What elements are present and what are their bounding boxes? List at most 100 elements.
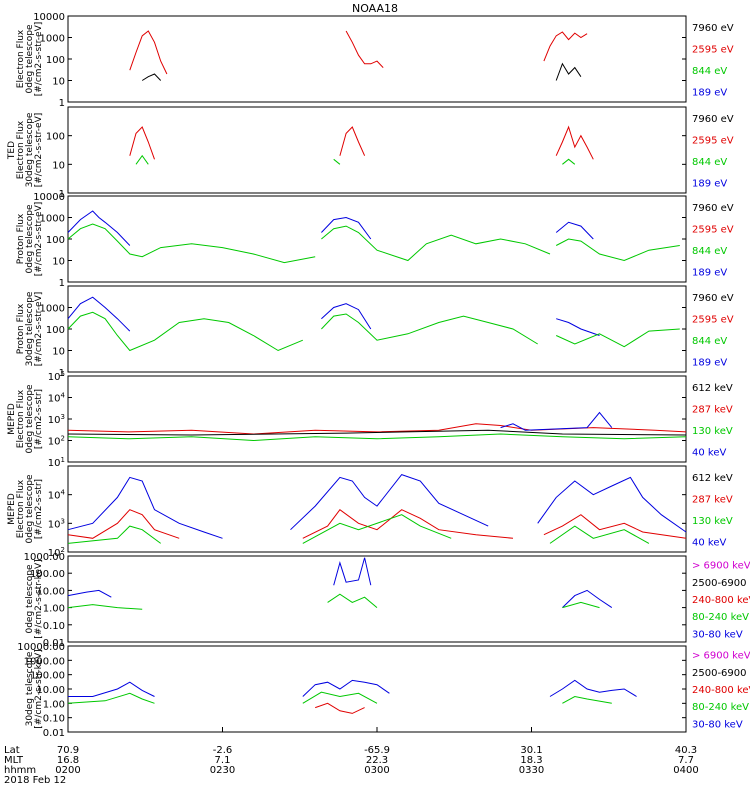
y-tick-label: 100 <box>46 132 65 143</box>
series-line <box>315 702 365 714</box>
series-line <box>562 158 576 165</box>
legend-entry: 130 keV <box>692 426 733 437</box>
series-line <box>327 593 378 608</box>
panel-8: 0.010.101.0010.00100.001000.0010000.0030… <box>17 642 750 739</box>
y-tick-label: 1000 <box>40 304 65 315</box>
y-axis-label: Electron Flux <box>16 120 26 179</box>
panel-frame <box>67 285 687 373</box>
legend-entry: 2500-6900 <box>692 668 747 679</box>
y-axis-label: [#/cm2-s-str-eV] <box>34 202 44 277</box>
panel-1: 1 10 100 1000 10000 Electron Flux 0deg telesco… <box>16 12 734 109</box>
y-axis-label: 0deg telescope <box>25 474 35 544</box>
series-line <box>321 225 551 262</box>
legend-entry: 287 keV <box>692 404 733 415</box>
legend-entry: 7960 eV <box>692 293 734 304</box>
legend-entry: 7960 eV <box>692 114 734 125</box>
y-axis-label: Proton Flux <box>16 213 26 264</box>
series-line <box>67 429 687 436</box>
series-line <box>549 679 637 697</box>
x-tick-hhmm: 0230 <box>210 765 235 776</box>
legend-entry: 612 keV <box>692 383 733 394</box>
y-axis-label: Proton Flux <box>16 303 26 354</box>
series-line <box>562 695 612 704</box>
y-axis-label: Electron Flux <box>16 479 26 538</box>
panel-5: 101 102 103 104 105 MEPED Electron Flux 0deg te… <box>7 370 733 469</box>
y-axis-label: 0deg telescope <box>25 564 35 634</box>
series-line <box>555 62 582 81</box>
series-line <box>135 154 149 165</box>
legend-entry: 844 eV <box>692 336 727 347</box>
y-tick-label: 0.10 <box>43 621 65 632</box>
x-tick-lat: -2.6 <box>213 745 233 756</box>
y-tick-label: 103 <box>48 517 65 530</box>
panel-frame <box>67 106 687 194</box>
series-line <box>537 476 687 533</box>
y-tick-label: 1000 <box>40 34 65 45</box>
series-line <box>67 423 687 435</box>
legend-entry: 189 eV <box>692 357 727 368</box>
y-axis-label: MEPED <box>7 493 17 525</box>
panel-frame <box>67 465 687 553</box>
y-axis-label: 30deg telescope <box>25 651 35 726</box>
y-tick-label: 1 <box>59 368 65 379</box>
series-line <box>562 601 600 609</box>
x-tick-lat: 40.3 <box>675 745 697 756</box>
panel-6: 102 103 104 MEPED Electron Flux 0deg telescop… <box>7 465 733 559</box>
y-tick-label: 0.10 <box>43 714 65 725</box>
figure-title: NOAA18 <box>352 2 398 15</box>
y-axis-label: 30deg telescope <box>25 112 35 187</box>
x-tick-hhmm: 0200 <box>55 765 80 776</box>
series-line <box>556 318 600 336</box>
y-tick-label: 1 <box>59 278 65 289</box>
series-line <box>67 433 687 442</box>
y-tick-label: 10 <box>52 257 65 268</box>
y-tick-label: 10 <box>52 77 65 88</box>
legend-entry: 40 keV <box>692 537 726 548</box>
y-axis-label: [#/cm2-s-str-eV] <box>34 22 44 97</box>
y-tick-label: 100 <box>46 235 65 246</box>
y-tick-label: 10000 <box>33 12 65 23</box>
x-tick-mlt: 7.7 <box>678 755 694 766</box>
y-tick-label: 10.00 <box>36 685 65 696</box>
series-line <box>562 589 613 609</box>
legend-entry: 844 eV <box>692 66 727 77</box>
series-line <box>141 73 162 81</box>
series-line <box>500 411 613 431</box>
series-line <box>549 525 650 544</box>
legend-entry: 30-80 keV <box>692 629 743 640</box>
series-line <box>555 328 680 348</box>
y-tick-label: 10000.00 <box>17 642 65 653</box>
y-tick-label: 1 <box>59 189 65 200</box>
y-axis-label: 0deg telescope <box>25 384 35 454</box>
y-axis-label: Electron Flux <box>16 389 26 448</box>
series-line <box>302 514 452 544</box>
x-tick-hhmm: 0330 <box>519 765 544 776</box>
legend-entry: 844 eV <box>692 157 727 168</box>
axis-row-label: Lat <box>4 745 20 756</box>
legend-entry: 2595 eV <box>692 314 734 325</box>
y-axis-label: Electron Flux <box>16 29 26 88</box>
axis-row-label: hhmm <box>4 765 36 776</box>
series-line <box>321 303 372 330</box>
legend-entry: 7960 eV <box>692 23 734 34</box>
y-tick-label: 1.00 <box>43 699 65 710</box>
legend-entry: 7960 eV <box>692 203 734 214</box>
series-line <box>67 311 303 352</box>
legend-entry: 189 eV <box>692 87 727 98</box>
y-tick-label: 1000.00 <box>24 656 65 667</box>
series-line <box>339 126 366 156</box>
series-line <box>302 679 390 697</box>
series-line <box>302 509 514 539</box>
panel-2: 1 10 100 TED Electron Flux 30deg telescope [#/… <box>7 106 734 200</box>
x-tick-hhmm: 0400 <box>673 765 698 776</box>
series-line <box>543 514 687 539</box>
panel-frame <box>67 645 687 733</box>
y-tick-label: 100.00 <box>30 569 65 580</box>
series-line <box>129 126 155 160</box>
legend-entry: 2595 eV <box>692 44 734 55</box>
legend-entry: 130 keV <box>692 516 733 527</box>
series-line <box>555 125 594 160</box>
